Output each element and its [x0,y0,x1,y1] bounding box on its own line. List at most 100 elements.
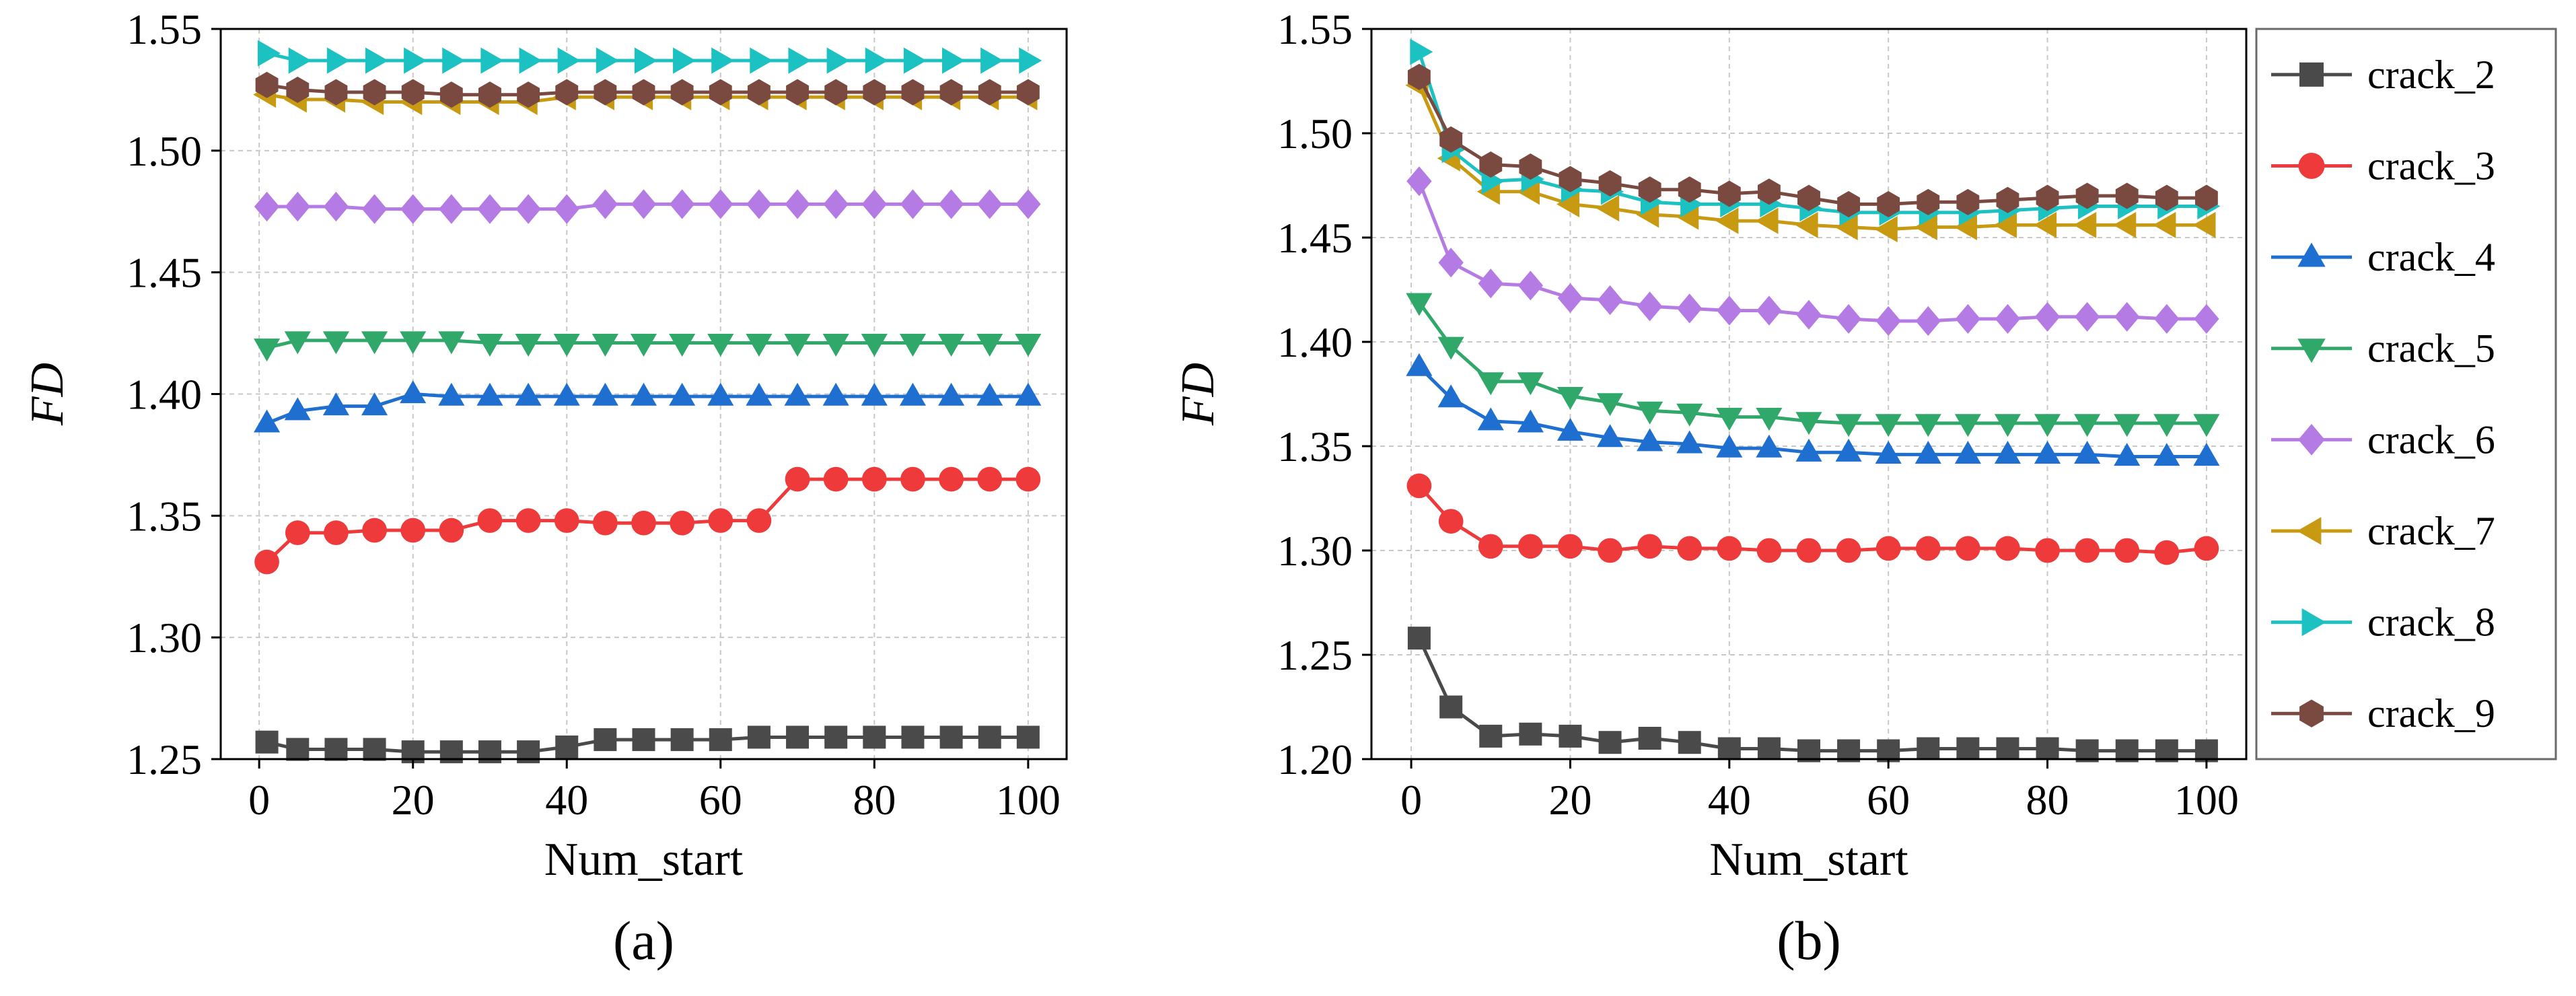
data-point-crack_3 [2075,538,2100,563]
legend-label: crack_4 [2367,235,2495,279]
data-point-crack_7 [2192,211,2216,238]
data-point-crack_9 [1797,184,1820,211]
data-point-crack_4 [361,392,388,416]
legend-label: crack_9 [2367,691,2495,736]
data-point-crack_5 [1716,408,1743,431]
legend-item-crack_5: crack_5 [2271,326,2495,371]
data-point-crack_8 [596,47,619,74]
legend-marker-crack_4 [2297,242,2326,267]
data-point-crack_5 [1994,414,2022,437]
data-point-crack_3 [1956,536,1980,561]
data-point-crack_7 [1834,213,1858,241]
data-point-crack_3 [1438,509,1464,534]
data-point-crack_4 [746,382,773,406]
data-point-crack_4 [822,382,849,406]
y-tick-label: 1.55 [1277,5,1353,53]
data-point-crack_7 [1874,216,1898,243]
data-point-crack_2 [1016,725,1040,749]
data-point-crack_6 [285,191,310,222]
data-point-crack_6 [631,189,657,219]
data-point-crack_7 [1557,190,1580,217]
data-point-crack_9 [555,79,579,106]
data-point-crack_6 [1597,285,1623,316]
series-crack_2 [255,725,1040,764]
y-tick-label: 1.25 [127,736,202,783]
data-point-crack_3 [362,518,387,543]
data-point-crack_4 [2114,443,2141,466]
data-point-crack_7 [1954,213,1977,241]
data-point-crack_5 [1517,372,1544,396]
legend-marker-crack_3 [2298,152,2325,179]
data-point-crack_3 [254,549,279,575]
data-point-crack_5 [2074,414,2101,437]
data-point-crack_8 [404,47,427,74]
panel-label-a: (a) [613,910,674,971]
data-point-crack_4 [322,392,349,416]
data-point-crack_4 [592,382,618,406]
data-point-crack_5 [1637,401,1663,425]
data-point-crack_2 [863,725,886,749]
data-point-crack_8 [442,47,466,74]
data-point-crack_4 [1676,430,1703,454]
x-tick-label: 20 [1548,776,1591,824]
series-crack_6 [1406,166,2219,336]
legend-marker-crack_8 [2301,608,2326,637]
data-point-crack_5 [938,333,965,357]
data-point-crack_5 [1406,293,1433,316]
data-point-crack_9 [401,79,425,106]
data-point-crack_5 [1835,414,1862,437]
data-point-crack_8 [288,47,312,74]
data-point-crack_9 [324,79,348,106]
data-point-crack_3 [939,466,964,492]
data-point-crack_2 [555,735,579,758]
y-tick-label: 1.30 [127,614,202,662]
data-point-crack_8 [365,47,388,74]
legend-marker-crack_5 [2297,339,2326,363]
data-point-crack_3 [1406,473,1432,499]
data-point-crack_6 [785,189,810,219]
data-point-crack_5 [669,333,696,357]
series-crack_4 [1406,353,2220,466]
data-point-crack_3 [1598,538,1622,563]
data-point-crack_5 [2153,414,2180,437]
data-point-crack_2 [747,725,771,749]
data-point-crack_9 [901,79,925,106]
data-point-crack_6 [1875,306,1901,336]
data-point-crack_5 [361,331,388,355]
panel-a-chart: 0 20 40 60 80 100 1.25 1.30 1.35 1.40 1.45 1.50 1.55… [22,5,1068,971]
legend-label: crack_2 [2367,52,2495,97]
data-point-crack_8 [750,47,773,74]
data-point-crack_6 [361,194,388,224]
data-point-crack_5 [2193,414,2220,437]
data-point-crack_2 [1439,695,1463,719]
legend-item-crack_7: crack_7 [2271,509,2495,553]
y-axis-title: FD [22,363,73,426]
data-point-crack_2 [1638,727,1661,750]
data-point-crack_5 [1756,408,1783,431]
data-point-crack_9 [255,71,279,98]
data-point-crack_5 [899,333,927,357]
data-point-crack_9 [709,79,732,106]
data-point-crack_5 [254,339,281,362]
data-point-crack_9 [363,79,386,106]
data-point-crack_6 [2074,301,2100,332]
data-point-crack_5 [284,331,311,355]
data-point-crack_2 [670,728,694,752]
data-point-crack_6 [323,191,349,222]
data-point-crack_2 [286,738,310,761]
legend-item-crack_9: crack_9 [2271,691,2495,736]
y-tick-label: 1.50 [1277,110,1353,157]
data-point-crack_3 [746,508,772,533]
data-point-crack_2 [786,725,810,749]
data-point-crack_3 [977,466,1003,492]
data-point-crack_5 [1875,414,1902,437]
data-point-crack_8 [326,47,350,74]
data-point-crack_2 [2036,737,2059,760]
data-point-crack_7 [1994,211,2017,238]
data-point-crack_6 [2114,301,2140,332]
data-point-crack_9 [1917,188,1940,215]
data-point-crack_5 [1795,412,1822,435]
data-point-crack_8 [941,47,965,74]
x-tick-label: 40 [1708,776,1751,824]
data-point-crack_9 [2036,184,2059,211]
